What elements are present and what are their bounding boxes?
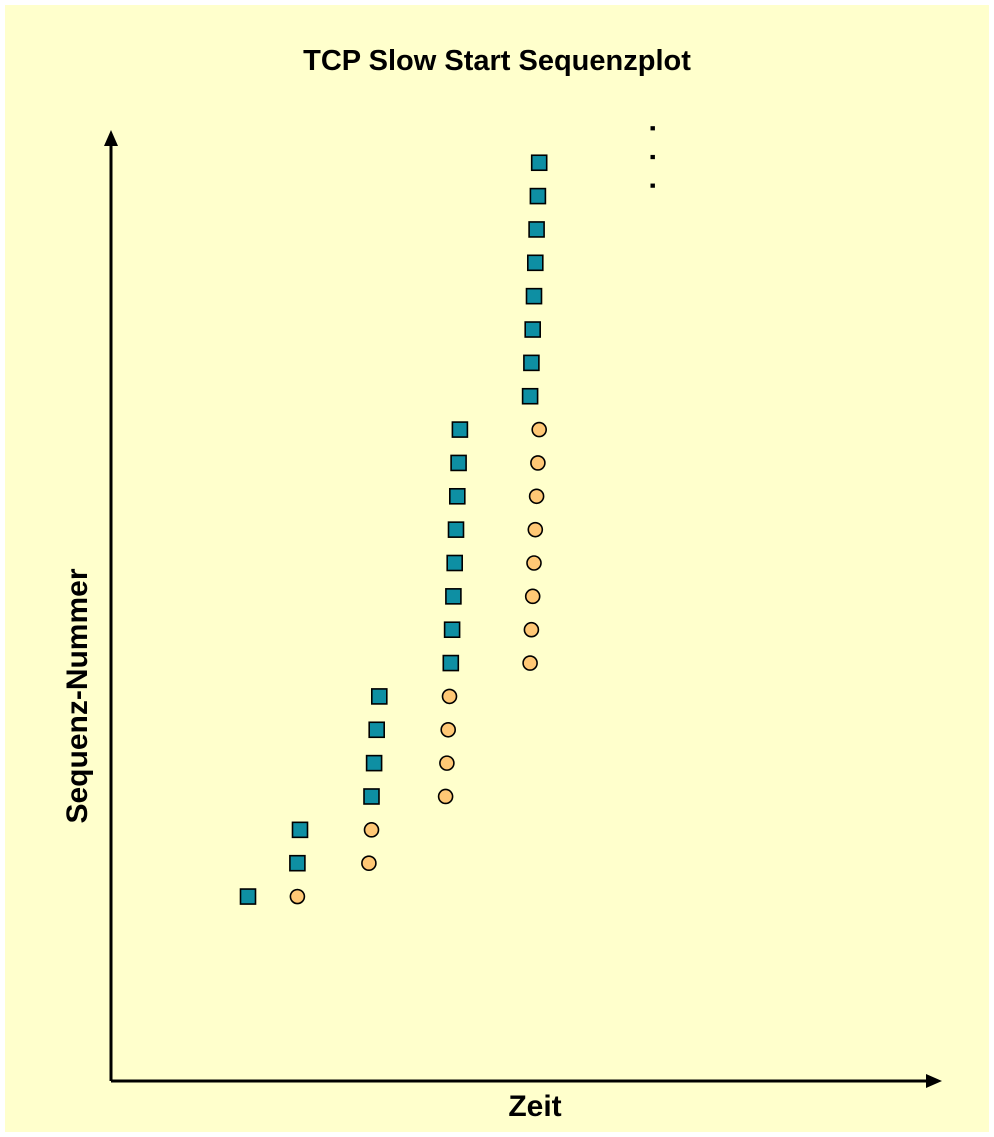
ack-marker [361, 855, 377, 871]
ack-marker [531, 421, 548, 438]
segment-marker [443, 621, 461, 639]
ack-marker [289, 888, 306, 905]
segment-marker [289, 854, 306, 872]
ack-marker [524, 588, 541, 605]
segment-marker [368, 721, 386, 739]
segment-marker [448, 487, 466, 505]
segment-marker [524, 321, 542, 338]
y-axis-arrow-icon [104, 130, 118, 146]
ack-marker [528, 488, 545, 505]
plot-marks [239, 154, 548, 905]
ack-marker [363, 822, 380, 838]
x-axis-arrow-icon [926, 1074, 942, 1088]
segment-marker [525, 287, 543, 305]
axes [104, 130, 942, 1088]
ack-marker [441, 688, 458, 705]
segment-marker [442, 654, 460, 672]
segment-marker [291, 821, 309, 839]
segment-marker [523, 354, 540, 372]
segment-marker [447, 521, 465, 538]
segment-marker [363, 788, 380, 805]
ack-marker [437, 788, 454, 805]
chart-background: TCP Slow Start Sequenzplot Sequenz-Numme… [5, 5, 989, 1132]
segment-marker [451, 421, 469, 438]
segment-marker [445, 588, 462, 605]
segment-marker [526, 254, 544, 272]
ack-marker [439, 755, 455, 771]
ack-marker [527, 521, 544, 538]
ack-marker [526, 555, 542, 571]
segment-marker [529, 187, 547, 205]
segment-marker [365, 754, 383, 772]
segment-marker [530, 154, 548, 172]
x-axis-label: Zeit [508, 1090, 562, 1123]
segment-marker [446, 554, 464, 572]
ack-marker [530, 455, 546, 471]
segment-marker [521, 387, 539, 405]
ack-marker [522, 655, 538, 671]
ack-marker [523, 621, 540, 638]
segment-marker [450, 454, 467, 472]
continuation-dots: . . . [644, 124, 677, 196]
ack-marker [440, 721, 457, 738]
segment-marker [239, 888, 257, 905]
chart-title: TCP Slow Start Sequenzplot [303, 45, 691, 77]
continuation-label: . . . [644, 124, 677, 196]
segment-marker [370, 688, 388, 705]
segment-marker [528, 221, 545, 238]
